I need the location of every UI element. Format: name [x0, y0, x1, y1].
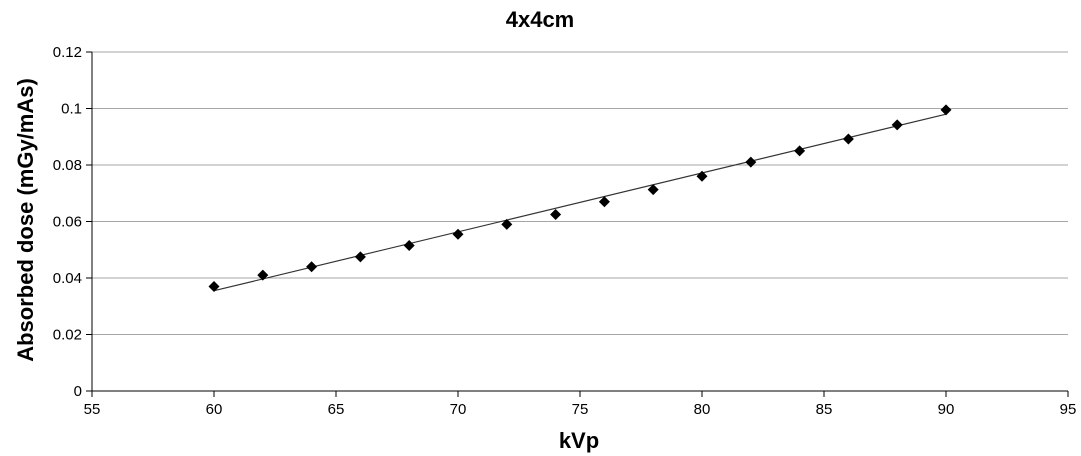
x-tick-label: 75 [572, 401, 589, 418]
y-tick-label: 0.1 [61, 101, 82, 118]
x-tick-label: 90 [938, 401, 955, 418]
data-point [550, 208, 562, 220]
axes [86, 51, 1069, 397]
data-point [598, 196, 610, 208]
y-tick-label: 0.04 [53, 270, 82, 287]
x-tick-label: 60 [206, 401, 223, 418]
x-tick-label: 65 [328, 401, 345, 418]
trendline-segment [213, 113, 947, 292]
y-tick-labels: 0 0.02 0.04 0.06 0.08 0.1 0.12 [53, 44, 82, 400]
y-tick-label: 0.06 [53, 214, 82, 231]
grid-lines [92, 51, 1068, 335]
data-point [354, 251, 366, 263]
y-tick-label: 0.12 [53, 44, 82, 61]
y-tick-label: 0.02 [53, 327, 82, 344]
x-tick-label: 70 [450, 401, 467, 418]
x-axis-label: kVp [559, 428, 599, 453]
data-point [745, 156, 757, 168]
x-tick-label: 80 [694, 401, 711, 418]
data-points [208, 104, 952, 292]
x-tick-labels: 55 60 65 70 75 80 85 90 95 [84, 401, 1077, 418]
chart-title: 4x4cm [506, 7, 575, 32]
x-tick-label: 55 [84, 401, 101, 418]
data-point [696, 170, 708, 182]
x-tick-label: 85 [816, 401, 833, 418]
data-point [647, 184, 659, 196]
data-point [257, 269, 269, 281]
data-point [940, 104, 952, 116]
data-point [208, 280, 220, 292]
data-point [842, 133, 854, 145]
trendline [213, 113, 947, 292]
data-point [452, 228, 464, 240]
x-tick-label: 95 [1060, 401, 1077, 418]
y-tick-label: 0.08 [53, 157, 82, 174]
data-point [501, 218, 513, 230]
data-point [891, 119, 903, 131]
y-axis-label: Absorbed dose (mGy/mAs) [13, 78, 38, 362]
data-point [794, 145, 806, 157]
y-tick-label: 0 [74, 383, 82, 400]
data-point [403, 240, 415, 252]
data-point [306, 261, 318, 273]
